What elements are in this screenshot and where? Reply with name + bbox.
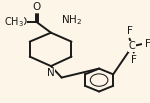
Text: O: O <box>33 2 41 12</box>
Text: O: O <box>19 17 27 27</box>
Text: N: N <box>47 68 55 78</box>
Text: C: C <box>129 41 136 51</box>
Text: NH$_2$: NH$_2$ <box>61 13 82 27</box>
Text: F: F <box>145 39 150 49</box>
Text: CH$_3$: CH$_3$ <box>4 15 24 29</box>
Text: F: F <box>127 26 132 36</box>
Text: F: F <box>131 55 137 65</box>
